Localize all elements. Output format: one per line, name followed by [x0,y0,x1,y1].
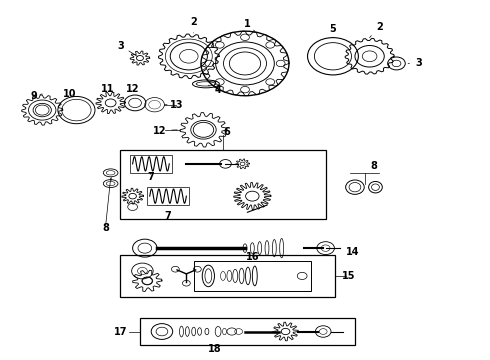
Text: 17: 17 [114,327,127,337]
Text: 4: 4 [208,85,221,95]
Text: 12: 12 [153,126,177,135]
Text: 10: 10 [63,89,77,99]
Text: 14: 14 [340,247,359,257]
Text: 3: 3 [408,58,422,68]
Bar [130,155,172,173]
Text: 3: 3 [117,41,138,57]
Text: 2: 2 [369,22,383,38]
Text: 8: 8 [370,161,377,171]
Text: 6: 6 [223,127,230,137]
Text: 13: 13 [164,100,183,110]
Text: 7: 7 [147,172,154,182]
Text: 9: 9 [30,91,42,101]
Text: 18: 18 [208,344,222,354]
Text: 15: 15 [343,271,356,281]
Bar [147,187,189,205]
Text: 2: 2 [190,17,197,33]
Bar [194,261,311,291]
Text: 11: 11 [100,84,114,94]
Bar [140,318,355,345]
Text: 5: 5 [330,24,336,37]
Text: 1: 1 [244,19,255,31]
Bar [121,255,335,297]
Text: 8: 8 [102,224,109,233]
Text: 7: 7 [165,205,171,221]
Text: 16: 16 [245,252,259,262]
Text: 12: 12 [126,84,140,94]
Bar [121,149,326,220]
